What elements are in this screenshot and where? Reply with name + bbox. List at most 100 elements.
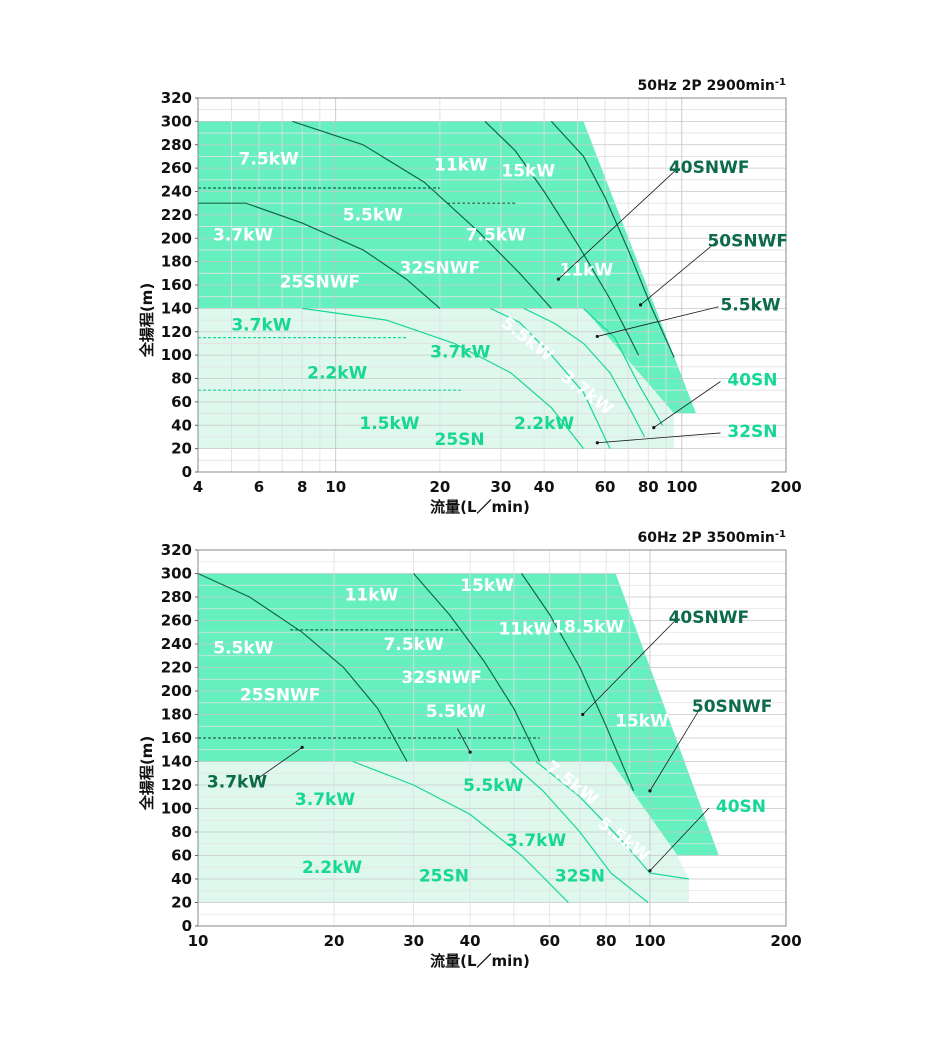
x-tick-label: 30 [490, 478, 511, 496]
curve-label: 3.7kW [295, 790, 355, 810]
callout-dot [595, 334, 599, 339]
chart-title: 50Hz 2P 2900min-1 [637, 77, 786, 94]
region-snwf [198, 121, 697, 414]
callout-leader [597, 306, 719, 337]
curve-label: 15kW [501, 161, 555, 181]
kw-curve [302, 307, 584, 449]
curve-label: 2.2kW [302, 858, 362, 878]
callout-dot [556, 277, 561, 281]
x-tick-label: 40 [534, 478, 555, 496]
curve-label: 11kW [345, 586, 399, 606]
curve-label: 15kW [460, 576, 514, 596]
x-tick-label: 30 [403, 932, 424, 950]
curve-label: 1.5kW [359, 414, 419, 434]
y-tick-label: 160 [161, 729, 192, 747]
kw-curve [550, 120, 675, 358]
curve-label: 2.2kW [514, 414, 574, 434]
y-axis-label: 全揚程(m) [138, 736, 156, 811]
x-tick-label: 8 [297, 478, 307, 496]
kw-curve [197, 572, 408, 762]
y-tick-label: 20 [171, 894, 192, 912]
curve-label: 25SN [435, 430, 485, 450]
model-callout: 40SN [716, 797, 766, 817]
curve-label: 25SN [419, 866, 469, 886]
curve-label: 5.5kW [213, 638, 273, 658]
curve-label: 3.7kW [430, 342, 490, 362]
chart-2: 0 20 40 60 80 100 120 140 160 180 200 220 240 260 280 3… [138, 529, 802, 970]
callout-dot [648, 789, 652, 793]
kw-curve [521, 573, 635, 792]
y-tick-label: 120 [161, 323, 192, 341]
curve-label: 7.5kW [384, 635, 444, 655]
y-tick-label: 240 [161, 635, 192, 653]
curve-label: 32SNWF [400, 258, 481, 278]
callout-leader [649, 807, 710, 872]
y-tick-label: 40 [171, 870, 192, 888]
callout-leader [649, 707, 701, 792]
x-tick-label: 10 [325, 478, 346, 496]
curve-label: 11kW [434, 155, 488, 175]
y-tick-label: 80 [171, 823, 192, 841]
model-callout: 40SN [727, 371, 777, 391]
curve-label: 11kW [498, 620, 552, 640]
x-tick-label: 60 [595, 478, 616, 496]
y-tick-label: 100 [161, 800, 192, 818]
kw-curve [413, 573, 541, 762]
curve-label: 5.5kW [463, 776, 523, 796]
y-tick-label: 260 [161, 159, 192, 177]
y-tick-label: 300 [161, 112, 192, 130]
y-tick-label: 260 [161, 612, 192, 630]
curve-label: 25SNWF [280, 272, 361, 292]
x-tick-label: 200 [770, 478, 801, 496]
kw-curve [535, 761, 690, 880]
y-tick-label: 120 [161, 776, 192, 794]
x-axis-label: 流量(L／min) [430, 952, 530, 970]
x-tick-label: 4 [193, 478, 203, 496]
x-tick-label: 6 [254, 478, 264, 496]
x-tick-label: 20 [324, 932, 345, 950]
kw-curve [292, 120, 552, 309]
chart-1: 0 20 40 60 80 100 120 140 160 180 200 220 240 260 280 3… [138, 77, 802, 516]
x-tick-label: 10 [188, 932, 209, 950]
model-callout: 40SNWF [669, 608, 750, 628]
curve-label: 3.7kW [231, 316, 291, 336]
y-tick-label: 40 [171, 416, 192, 434]
model-callout: 50SNWF [707, 231, 788, 251]
y-tick-label: 300 [161, 565, 192, 583]
x-tick-label: 100 [634, 932, 665, 950]
curve-label: 3.7kW [506, 831, 566, 851]
y-tick-label: 320 [161, 89, 192, 107]
curve-label: 3.7kW [213, 226, 273, 246]
curve-label: 2.2kW [307, 364, 367, 384]
y-tick-label: 80 [171, 370, 192, 388]
callout-dot [581, 712, 585, 717]
y-tick-label: 240 [161, 183, 192, 201]
y-tick-label: 200 [161, 229, 192, 247]
y-tick-label: 140 [161, 299, 192, 317]
curve-label: 32SN [555, 866, 605, 886]
kw-curve [484, 120, 640, 356]
y-tick-label: 200 [161, 682, 192, 700]
callout-dot [648, 869, 652, 873]
curve-label: 25SNWF [240, 685, 321, 705]
y-tick-label: 280 [161, 136, 192, 154]
callout-dot [638, 303, 643, 307]
curve-label: 7.5kW [466, 226, 526, 246]
model-callout: 40SNWF [669, 158, 750, 178]
callout-dot [595, 441, 599, 445]
kw-curve [509, 761, 649, 903]
pointer-dot [300, 745, 304, 750]
pointer-leader [256, 747, 303, 780]
curve-label: 5.5kW [426, 702, 486, 722]
curve-label: 7.5kW [239, 150, 299, 170]
curve-label: 5.5kW [343, 206, 403, 226]
chart-title: 60Hz 2P 3500min-1 [637, 529, 786, 546]
x-tick-label: 200 [770, 932, 801, 950]
y-tick-label: 60 [171, 847, 192, 865]
model-callout: 50SNWF [692, 697, 773, 717]
model-callout: 32SN [727, 422, 777, 442]
callout-dot [652, 425, 656, 430]
y-tick-label: 0 [182, 917, 192, 935]
curve-label: 32SNWF [401, 668, 482, 688]
